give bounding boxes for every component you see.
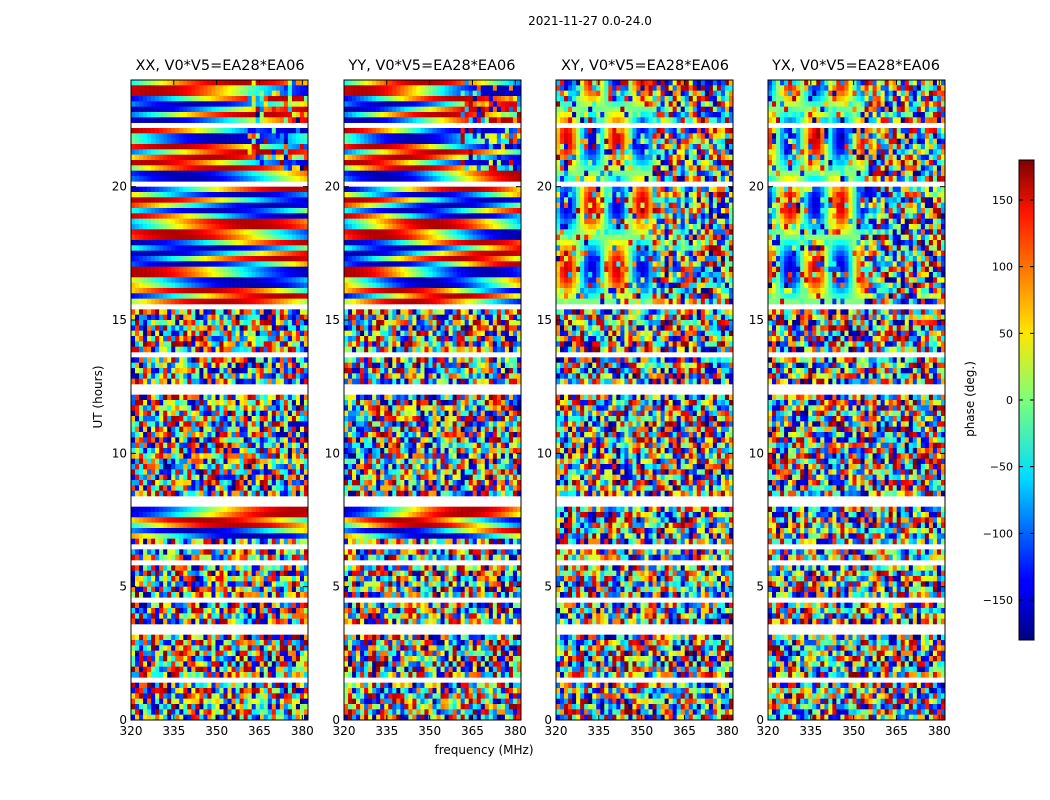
colorbar-tick-label: 100 (992, 261, 1013, 274)
x-tick-label: 365 (248, 724, 271, 738)
y-tick-label: 15 (325, 313, 340, 327)
x-tick-label: 365 (461, 724, 484, 738)
colorbar-tick-label: 0 (1006, 394, 1013, 407)
heatmap-cells-xy (556, 80, 734, 721)
colorbar-tick-label: −150 (983, 594, 1013, 607)
y-tick-label: 20 (325, 180, 340, 194)
y-tick-label: 20 (112, 180, 127, 194)
panel-title-xy: XY, V0*V5=EA28*EA06 (560, 58, 729, 74)
colorbar: 150 100 50 0 −50 −100 −150 (983, 159, 1035, 641)
y-tick-label: 0 (756, 713, 764, 727)
x-tick-label: 335 (375, 724, 398, 738)
y-tick-label: 10 (325, 446, 340, 460)
panel-frame (130, 79, 309, 721)
panel-frame (555, 79, 734, 721)
y-tick-label: 0 (544, 713, 552, 727)
colorbar-tick-label: −100 (983, 527, 1013, 540)
x-tick-label: 380 (504, 724, 527, 738)
y-tick-label: 10 (749, 446, 764, 460)
figure-suptitle: 2021-11-27 0.0-24.0 (528, 14, 652, 28)
panel-yy: 320 335 350 365 380 0 5 10 15 20 (325, 79, 527, 738)
x-tick-label: 335 (162, 724, 185, 738)
x-tick-label: 320 (333, 724, 356, 738)
x-tick-label: 335 (587, 724, 610, 738)
y-tick-label: 20 (537, 180, 552, 194)
y-tick-label: 5 (119, 580, 127, 594)
panel-yx: 320 335 350 365 380 0 5 10 15 20 (749, 79, 951, 738)
x-tick-label: 365 (673, 724, 696, 738)
panel-frame (767, 79, 946, 721)
y-tick-label: 10 (112, 446, 127, 460)
panel-title-yy: YY, V0*V5=EA28*EA06 (348, 58, 516, 74)
x-tick-label: 350 (630, 724, 653, 738)
heatmap-cells-xx (131, 80, 309, 721)
panel-xy: 320 335 350 365 380 0 5 10 15 20 (537, 79, 739, 738)
y-tick-label: 5 (544, 580, 552, 594)
x-tick-label: 380 (291, 724, 314, 738)
y-tick-label: 15 (537, 313, 552, 327)
x-tick-label: 380 (716, 724, 739, 738)
x-axis-label: frequency (MHz) (434, 743, 534, 757)
colorbar-tick-label: 150 (992, 194, 1013, 207)
y-tick-label: 15 (749, 313, 764, 327)
x-tick-label: 380 (928, 724, 951, 738)
panel-title-xx: XX, V0*V5=EA28*EA06 (135, 58, 305, 74)
y-tick-label: 15 (112, 313, 127, 327)
colorbar-tick-label: −50 (990, 461, 1013, 474)
y-tick-label: 0 (332, 713, 340, 727)
x-tick-label: 350 (418, 724, 441, 738)
panel-frame (343, 79, 522, 721)
heatmap-cells-yy (344, 80, 522, 721)
y-tick-label: 0 (119, 713, 127, 727)
panel-xx: 320 335 350 365 380 0 5 10 15 20 (112, 79, 314, 738)
x-tick-label: 335 (799, 724, 822, 738)
y-tick-label: 20 (749, 180, 764, 194)
x-tick-label: 365 (885, 724, 908, 738)
x-tick-label: 320 (757, 724, 780, 738)
x-tick-label: 320 (120, 724, 143, 738)
x-tick-label: 320 (545, 724, 568, 738)
colorbar-tick-label: 50 (999, 327, 1013, 340)
x-tick-label: 350 (205, 724, 228, 738)
panel-title-yx: YX, V0*V5=EA28*EA06 (771, 58, 940, 74)
y-tick-label: 10 (537, 446, 552, 460)
heatmap-cells-yx (768, 80, 946, 721)
y-tick-label: 5 (332, 580, 340, 594)
y-tick-label: 5 (756, 580, 764, 594)
x-tick-label: 350 (842, 724, 865, 738)
